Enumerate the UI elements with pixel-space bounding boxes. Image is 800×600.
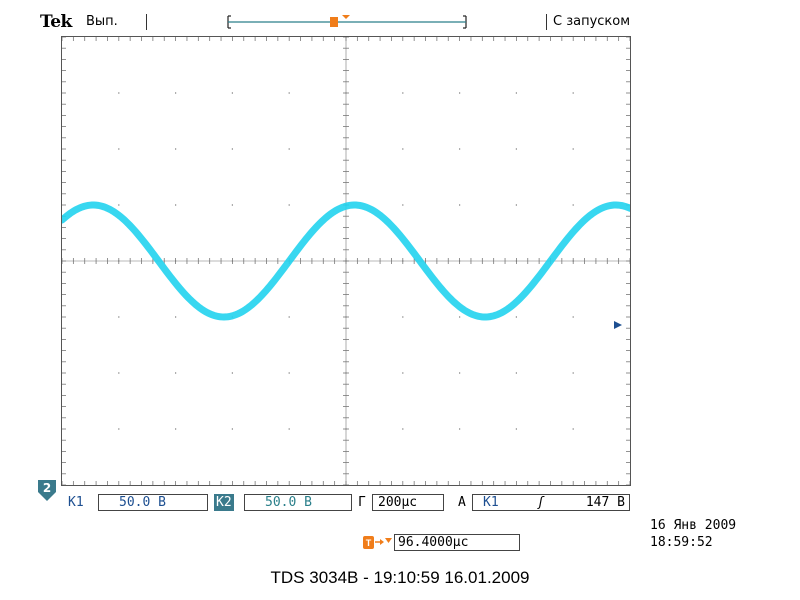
brand-logo: Tek	[40, 12, 72, 32]
grid-dot	[402, 204, 404, 206]
grid-dot	[572, 92, 574, 94]
rising-edge-icon: ʃ	[537, 495, 545, 510]
grid-dot	[175, 316, 177, 318]
time: 18:59:52	[650, 535, 713, 550]
grid-dot	[175, 428, 177, 430]
timebase-value: 200μс	[378, 495, 418, 510]
grid-dot	[515, 204, 517, 206]
ch2-scale[interactable]: 50.0 В	[244, 494, 352, 511]
grid-dot	[118, 316, 120, 318]
timebase-scale[interactable]: 200μс	[372, 494, 444, 511]
acquisition-state: Вып.	[86, 14, 118, 29]
grid-dot	[402, 316, 404, 318]
grid-dot	[288, 204, 290, 206]
center-axes	[62, 37, 630, 485]
grid-dot	[459, 428, 461, 430]
grid-dot	[402, 428, 404, 430]
date: 16 Янв 2009	[650, 518, 737, 533]
trigger-level: 147 В	[585, 495, 625, 510]
waveform-trace	[62, 201, 630, 321]
channel-2-marker: 2	[38, 480, 56, 501]
grid-dot	[288, 372, 290, 374]
grid-dot	[175, 92, 177, 94]
grid-dot	[288, 316, 290, 318]
grid-dot	[515, 92, 517, 94]
divider	[146, 14, 147, 30]
grid-dot	[572, 204, 574, 206]
delay-value-box[interactable]: 96.4000μс	[394, 534, 520, 551]
delay-t-label: T	[366, 538, 372, 548]
grid-dot	[402, 372, 404, 374]
grid-dot	[459, 204, 461, 206]
delay-value: 96.4000μс	[398, 535, 469, 550]
grid-dot	[231, 372, 233, 374]
ch1-scale-value: 50.0 В	[119, 495, 166, 510]
status-bar: Tek Вып. С запуском	[0, 0, 800, 36]
grid-dot	[572, 316, 574, 318]
graticule	[62, 37, 630, 485]
trigger-settings[interactable]: К1 ʃ 147 В	[472, 494, 630, 511]
ch2-scale-value: 50.0 В	[265, 495, 312, 510]
timebase-label: Г	[358, 495, 366, 510]
grid-dot	[118, 92, 120, 94]
grid-dot	[515, 372, 517, 374]
ch1-label: К1	[68, 495, 84, 510]
grid-dot	[231, 428, 233, 430]
oscilloscope-screen	[61, 36, 631, 486]
grid-dot	[175, 204, 177, 206]
grid-dot	[572, 148, 574, 150]
grid-dot	[231, 204, 233, 206]
ch1-scale[interactable]: 50.0 В	[98, 494, 208, 511]
grid-dot	[515, 148, 517, 150]
grid-dot	[288, 92, 290, 94]
screenshot-caption: TDS 3034B - 19:10:59 16.01.2009	[270, 568, 530, 587]
divider	[546, 14, 547, 30]
grid-dot	[175, 148, 177, 150]
grid-dot	[175, 372, 177, 374]
trigger-mode: С запуском	[553, 14, 631, 29]
grid-dot	[118, 204, 120, 206]
grid-dot	[118, 148, 120, 150]
grid-dot	[118, 428, 120, 430]
trigger-level-icon	[614, 321, 622, 329]
grid-dot	[459, 316, 461, 318]
datetime-display: 16 Янв 2009 18:59:52	[650, 517, 736, 551]
grid-dot	[288, 148, 290, 150]
channel-2-marker-label: 2	[43, 481, 51, 495]
grid-dot	[402, 92, 404, 94]
grid-dot	[231, 92, 233, 94]
grid-dot	[118, 372, 120, 374]
grid-dot	[402, 148, 404, 150]
readout-bar: К1 50.0 В К2 50.0 В Г 200μс А К1 ʃ 147 В	[38, 486, 638, 514]
delay-icon: T	[363, 536, 392, 549]
grid-dot	[288, 428, 290, 430]
grid-dot	[459, 372, 461, 374]
record-length-bar	[227, 15, 467, 29]
grid-dot	[572, 428, 574, 430]
grid-dot	[515, 428, 517, 430]
grid-dot	[231, 148, 233, 150]
trigger-label: А	[458, 495, 466, 510]
grid-dot	[459, 148, 461, 150]
grid-dot	[572, 372, 574, 374]
ch2-label[interactable]: К2	[214, 494, 234, 511]
trigger-source: К1	[483, 495, 499, 510]
grid-dot	[459, 92, 461, 94]
grid-dot	[515, 316, 517, 318]
